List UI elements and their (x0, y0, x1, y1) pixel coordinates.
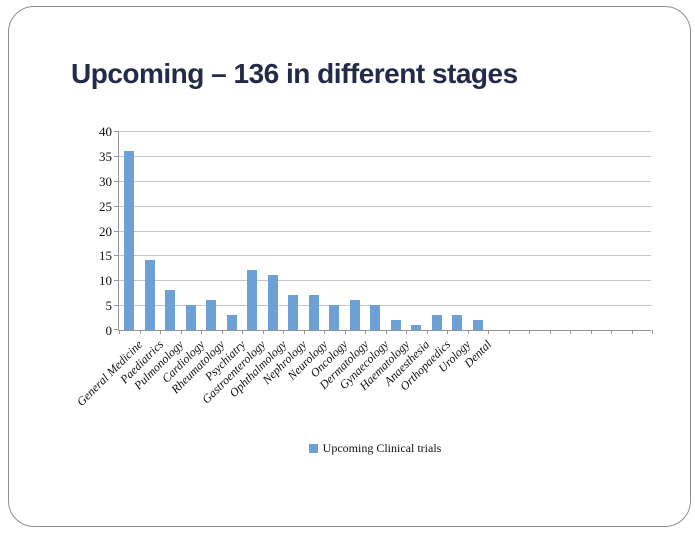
x-axis-tick (119, 330, 120, 334)
y-axis-tick (114, 230, 119, 232)
bar (472, 320, 483, 330)
bar (247, 270, 258, 330)
x-axis-tick (591, 330, 592, 334)
bar (452, 315, 463, 330)
x-axis-tick (160, 330, 161, 334)
bar (185, 305, 196, 330)
y-axis-tick (114, 255, 119, 257)
y-axis-tick (114, 155, 119, 157)
x-axis-tick (406, 330, 407, 334)
gridline (119, 131, 651, 132)
y-axis-label: 25 (99, 198, 112, 214)
gridline (119, 230, 651, 232)
y-axis-label: 20 (99, 223, 112, 239)
gridline (119, 155, 651, 157)
gridline (119, 205, 651, 207)
x-axis-tick (283, 330, 284, 334)
bar (288, 295, 299, 330)
chart-legend: Upcoming Clinical trials (90, 441, 660, 456)
bar (411, 325, 422, 330)
legend-label: Upcoming Clinical trials (322, 441, 442, 455)
bar (370, 305, 381, 330)
gridline (119, 280, 651, 282)
y-axis-label: 40 (99, 124, 112, 139)
gridline (119, 255, 651, 257)
bar (124, 150, 135, 330)
x-axis-tick (427, 330, 428, 334)
bar (165, 290, 176, 330)
x-axis-tick (529, 330, 530, 334)
x-axis-tick (447, 330, 448, 334)
x-axis-tick (242, 330, 243, 334)
y-axis-tick (114, 280, 119, 282)
x-axis-tick (632, 330, 633, 334)
bar (267, 275, 278, 330)
x-axis-tick (386, 330, 387, 334)
gridline (119, 305, 651, 307)
bar (390, 320, 401, 330)
y-axis-label: 10 (99, 273, 112, 289)
x-axis-tick (201, 330, 202, 334)
gridline (119, 180, 651, 182)
y-axis-tick (114, 305, 119, 307)
y-axis-label: 5 (105, 298, 113, 314)
x-axis-tick (509, 330, 510, 334)
bar (206, 300, 217, 330)
y-axis-tick (114, 180, 119, 182)
x-axis-tick (652, 330, 653, 334)
x-axis-tick (263, 330, 264, 334)
x-axis-tick (550, 330, 551, 334)
x-axis-tick (324, 330, 325, 334)
bar (308, 295, 319, 330)
x-axis-tick (345, 330, 346, 334)
x-axis-tick (488, 330, 489, 334)
bar (144, 260, 155, 330)
y-axis-label: 0 (105, 323, 113, 338)
y-axis-tick (114, 205, 119, 207)
x-axis-tick (570, 330, 571, 334)
y-axis-label: 30 (99, 173, 112, 189)
x-axis-tick (222, 330, 223, 334)
y-axis-tick (114, 131, 119, 132)
legend-swatch-icon (308, 444, 318, 453)
y-axis-tick (114, 329, 119, 330)
x-axis-tick (468, 330, 469, 334)
y-axis-label: 35 (99, 148, 112, 164)
plot-area (114, 131, 653, 334)
x-axis-tick (304, 330, 305, 334)
slide-title: Upcoming – 136 in different stages (71, 58, 518, 89)
x-axis-tick (365, 330, 366, 334)
y-axis-label: 15 (99, 248, 112, 264)
bar (226, 315, 237, 330)
bar (431, 315, 442, 330)
x-axis-tick (140, 330, 141, 334)
x-axis-tick (611, 330, 612, 334)
bar (329, 305, 340, 330)
bar (349, 300, 360, 330)
x-axis-tick (181, 330, 182, 334)
